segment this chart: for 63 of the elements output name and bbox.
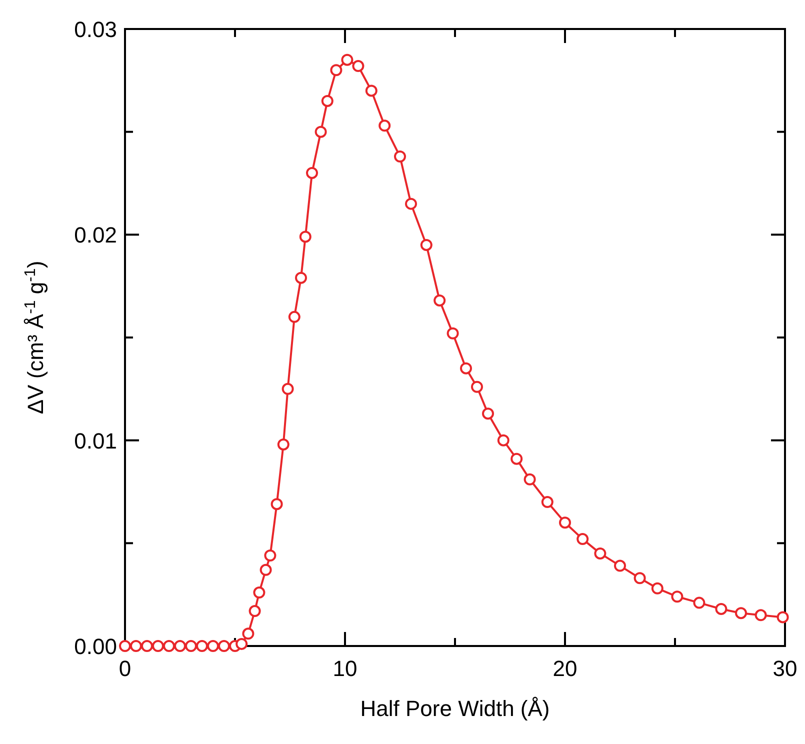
point <box>497 434 510 446</box>
point <box>141 640 153 652</box>
x-tick-label: 20 <box>552 656 578 681</box>
point <box>614 560 626 572</box>
point <box>341 54 354 66</box>
point <box>321 94 334 107</box>
point <box>218 640 230 652</box>
point <box>207 640 219 652</box>
point <box>394 150 406 163</box>
point <box>130 640 142 652</box>
point <box>163 640 175 652</box>
point <box>174 640 186 652</box>
point <box>352 60 364 72</box>
point <box>460 362 472 374</box>
point <box>420 238 432 251</box>
point <box>306 166 318 179</box>
point <box>330 64 342 76</box>
point <box>119 640 131 652</box>
point <box>651 582 664 594</box>
x-axis-title: Half Pore Width (Å) <box>360 696 550 721</box>
point <box>510 452 523 465</box>
point <box>576 533 589 546</box>
point <box>242 628 254 640</box>
x-tick-label: 10 <box>332 656 358 681</box>
y-tick-label: 0.02 <box>74 222 117 248</box>
point <box>277 438 290 450</box>
y-tick-label: 0.03 <box>74 17 117 42</box>
point <box>295 272 307 284</box>
x-tick-label: 0 <box>118 656 132 681</box>
point <box>776 611 789 624</box>
y-tick-label: 0.00 <box>74 634 117 659</box>
point <box>434 294 446 306</box>
point <box>446 327 459 340</box>
point <box>196 640 208 652</box>
point <box>253 586 266 599</box>
point <box>559 516 571 529</box>
point <box>264 550 276 562</box>
point <box>260 564 272 576</box>
point <box>524 473 536 486</box>
point <box>715 602 728 615</box>
point <box>482 408 494 420</box>
point <box>152 640 164 652</box>
point <box>735 607 747 620</box>
point <box>288 310 300 323</box>
point <box>754 609 767 622</box>
point <box>594 547 606 560</box>
point <box>299 230 312 243</box>
point <box>471 380 483 393</box>
point <box>693 596 706 609</box>
point <box>185 640 197 652</box>
point <box>671 590 684 603</box>
point <box>405 198 417 210</box>
point <box>378 120 391 132</box>
point <box>541 496 554 508</box>
point <box>248 605 261 618</box>
point <box>634 572 646 584</box>
point <box>270 498 283 510</box>
point <box>314 126 327 138</box>
point <box>236 638 248 650</box>
point <box>282 382 294 395</box>
y-tick-label: 0.01 <box>74 428 117 454</box>
x-tick-label: 30 <box>772 656 798 681</box>
point <box>365 84 378 97</box>
